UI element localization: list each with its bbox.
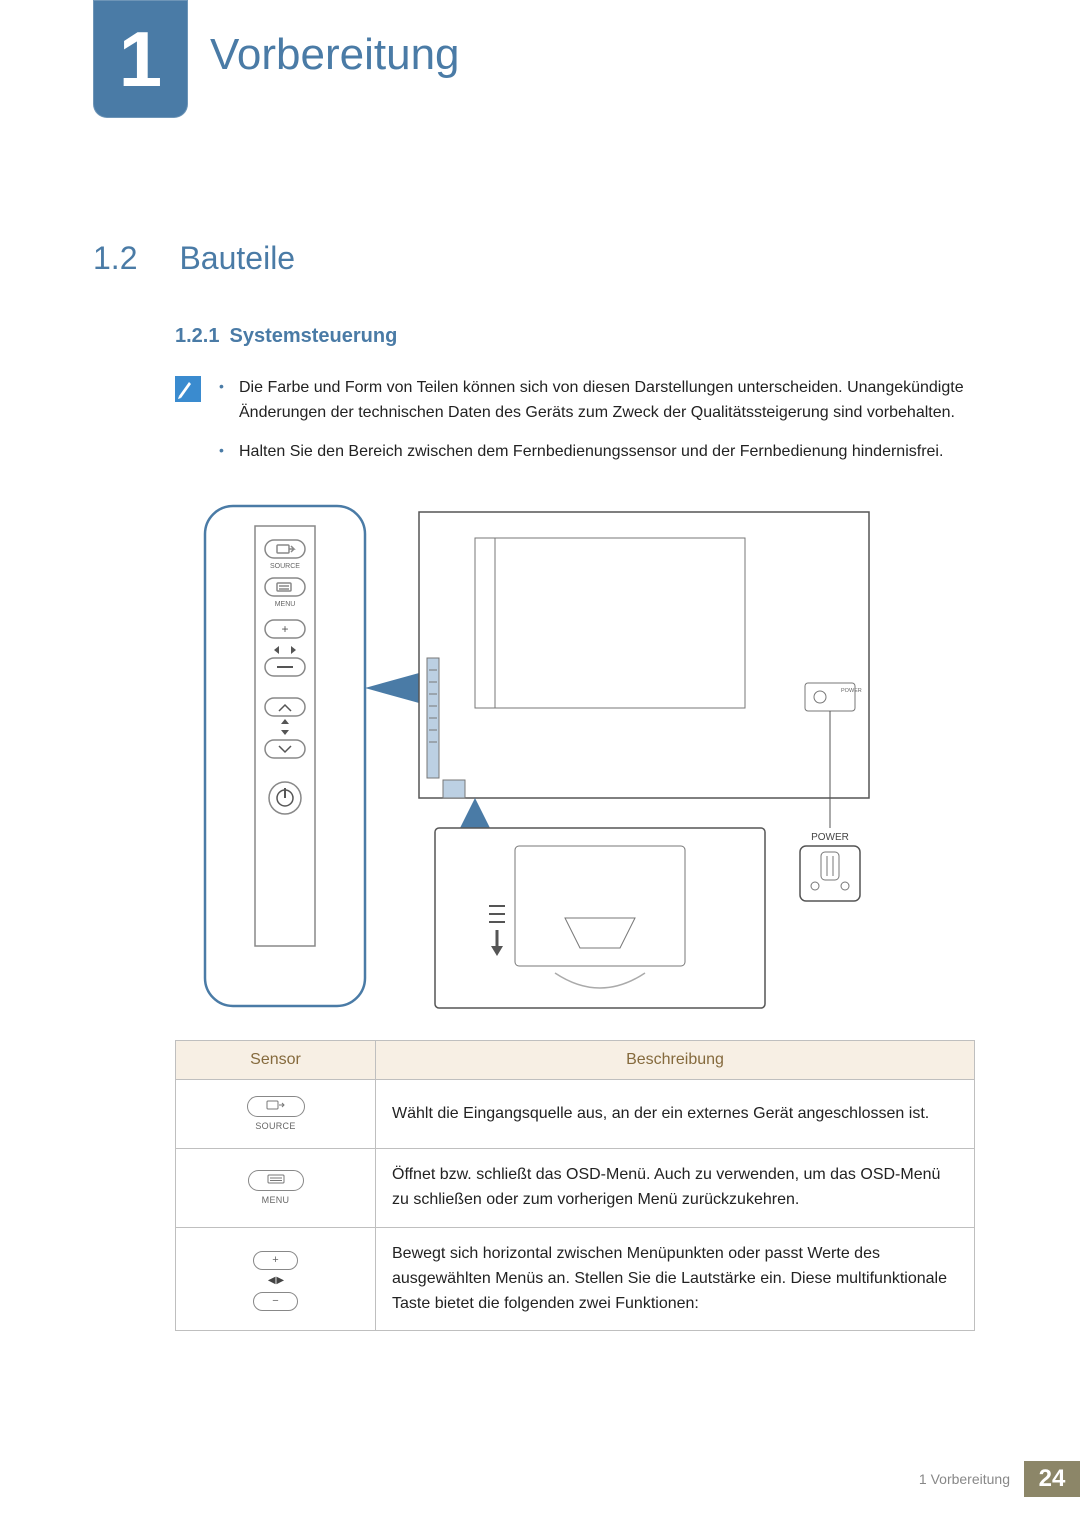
footer-breadcrumb: 1 Vorbereitung xyxy=(905,1461,1024,1497)
subsection-title: Systemsteuerung xyxy=(229,325,397,347)
table-row: MENU Öffnet bzw. schließt das OSD-Menü. … xyxy=(176,1149,975,1228)
note-item: Halten Sie den Bereich zwischen dem Fern… xyxy=(219,440,987,465)
chapter-badge: 1 xyxy=(93,0,188,118)
chapter-number: 1 xyxy=(119,20,162,98)
chapter-title: Vorbereitung xyxy=(210,30,460,80)
section-title: Bauteile xyxy=(179,240,295,277)
section-number: 1.2 xyxy=(93,240,175,277)
svg-text:POWER: POWER xyxy=(841,688,862,694)
svg-text:SOURCE: SOURCE xyxy=(270,563,300,570)
sensor-desc: Öffnet bzw. schließt das OSD-Menü. Auch … xyxy=(376,1149,975,1228)
svg-text:POWER: POWER xyxy=(811,832,849,843)
footer-page-number: 24 xyxy=(1024,1461,1080,1497)
subsection-number: 1.2.1 xyxy=(175,325,219,347)
sensor-icon-plus-minus: + ◀ ▶ − xyxy=(176,1227,376,1330)
note-block: Die Farbe und Form von Teilen können sic… xyxy=(175,376,987,478)
svg-text:+: + xyxy=(281,622,288,636)
section-container: 1.2 Bauteile 1.2.1 Systemsteuerung Die Fa… xyxy=(93,240,987,1331)
control-diagram: SOURCE MENU + xyxy=(175,498,893,1018)
sensor-icon-source: SOURCE xyxy=(176,1080,376,1149)
table-header-sensor: Sensor xyxy=(176,1041,376,1080)
sensor-icon-menu: MENU xyxy=(176,1149,376,1228)
note-icon xyxy=(175,376,201,402)
table-row: + ◀ ▶ − Bewegt sich horizontal zwischen … xyxy=(176,1227,975,1330)
note-list: Die Farbe und Form von Teilen können sic… xyxy=(219,376,987,478)
page-footer: 1 Vorbereitung 24 xyxy=(0,1461,1080,1497)
sensor-desc: Bewegt sich horizontal zwischen Menüpunk… xyxy=(376,1227,975,1330)
subsection: 1.2.1 Systemsteuerung Die Farbe und Form … xyxy=(175,325,987,478)
svg-text:MENU: MENU xyxy=(275,601,296,608)
subsection-heading: 1.2.1 Systemsteuerung xyxy=(175,325,987,348)
note-item: Die Farbe und Form von Teilen können sic… xyxy=(219,376,987,426)
section-heading: 1.2 Bauteile xyxy=(93,240,987,277)
table-header-description: Beschreibung xyxy=(376,1041,975,1080)
sensor-desc: Wählt die Eingangsquelle aus, an der ein… xyxy=(376,1080,975,1149)
table-row: SOURCE Wählt die Eingangsquelle aus, an … xyxy=(176,1080,975,1149)
sensor-table: Sensor Beschreibung SOURCE Wählt die Ein… xyxy=(175,1040,975,1331)
